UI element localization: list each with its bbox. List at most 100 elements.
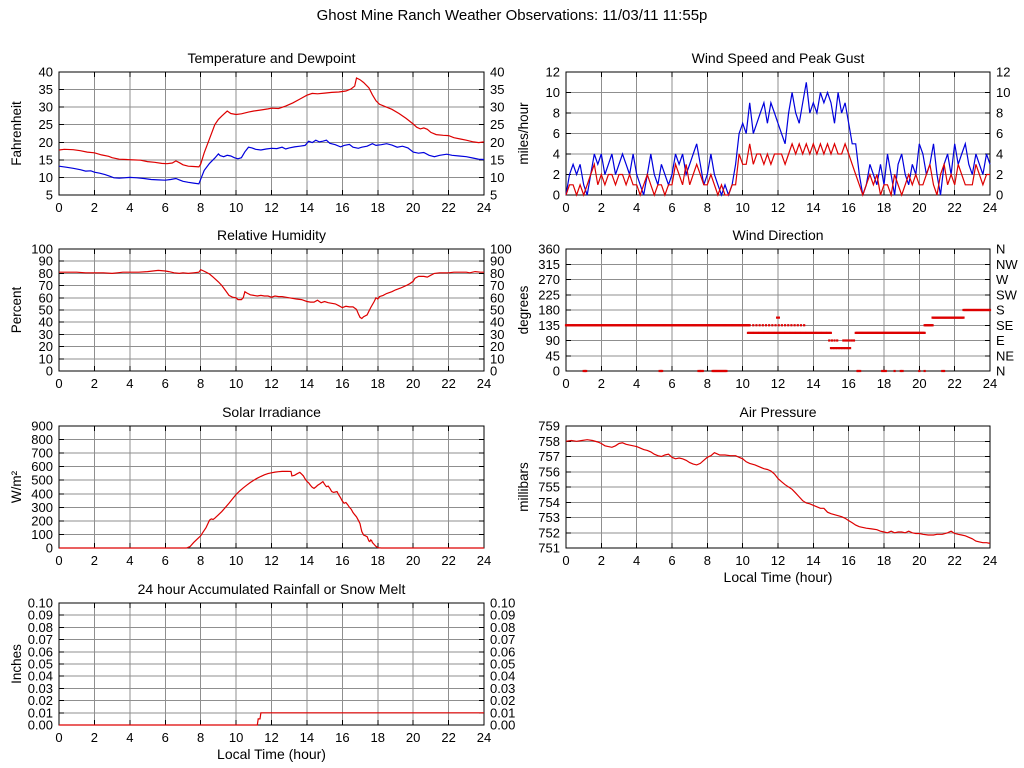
chart-text: 10	[229, 553, 243, 568]
y-axis-label: W/m²	[9, 470, 24, 503]
chart-text: 12	[771, 376, 785, 391]
chart-title: 24 hour Accumulated Rainfall or Snow Mel…	[138, 581, 406, 597]
chart-text: 40	[490, 65, 504, 80]
series-accumulated_rainfall	[59, 712, 484, 726]
chart-text: 12	[264, 553, 278, 568]
chart-text: 10	[735, 553, 749, 568]
chart-text: NW	[996, 257, 1018, 272]
chart-text: 50	[39, 303, 53, 318]
chart-text: 4	[126, 730, 133, 745]
chart-text: 70	[490, 278, 504, 293]
series-wind_direction	[564, 308, 992, 373]
chart-text: 8	[996, 106, 1003, 121]
chart-text: 2	[91, 730, 98, 745]
x-axis-label: Local Time (hour)	[217, 746, 326, 762]
chart-text: 6	[668, 553, 675, 568]
chart-text: 6	[996, 126, 1003, 141]
chart-text: 4	[126, 376, 133, 391]
chart-text: 30	[490, 100, 504, 115]
series-solar_irradiance	[59, 470, 484, 549]
chart-text: 10	[229, 730, 243, 745]
chart-text: 8	[197, 730, 204, 745]
chart-text: 8	[704, 553, 711, 568]
chart-text: 800	[31, 432, 53, 447]
chart-text: 8	[197, 200, 204, 215]
chart-title: Wind Speed and Peak Gust	[692, 50, 865, 66]
chart-text: 22	[441, 376, 455, 391]
gridlines	[58, 248, 485, 372]
chart-text: 15	[39, 152, 53, 167]
chart-text: 0.09	[490, 608, 515, 623]
chart-text: 0	[46, 364, 53, 379]
chart-text: 756	[538, 464, 560, 479]
chart-text: 14	[300, 553, 314, 568]
chart-text: 6	[553, 126, 560, 141]
series-air_pressure	[565, 439, 991, 544]
chart-text: 24	[983, 553, 997, 568]
chart-text: 757	[538, 449, 560, 464]
chart-text: 5	[46, 188, 53, 203]
chart-text: 6	[162, 200, 169, 215]
chart-text: 6	[668, 376, 675, 391]
y-axis-label: degrees	[516, 285, 531, 334]
chart-text: 18	[371, 376, 385, 391]
chart-text: 90	[546, 333, 560, 348]
chart-text: 25	[490, 117, 504, 132]
chart-text: 25	[39, 117, 53, 132]
chart-text: NE	[996, 348, 1014, 363]
chart-text: 0	[46, 541, 53, 556]
chart-text: 0.07	[490, 632, 515, 647]
chart-text: 12	[771, 553, 785, 568]
chart-text: 0.00	[490, 718, 515, 733]
axes	[58, 248, 485, 372]
chart-text: 0	[55, 376, 62, 391]
chart-text: 100	[31, 527, 53, 542]
chart-text: 10	[490, 170, 504, 185]
chart-text: 40	[490, 315, 504, 330]
chart-text: 45	[546, 348, 560, 363]
chart-text: 14	[806, 200, 820, 215]
chart-text: 6	[162, 730, 169, 745]
chart-text: 360	[538, 242, 560, 257]
chart-text: 12	[264, 200, 278, 215]
chart-text: 4	[633, 200, 640, 215]
chart-text: N	[996, 364, 1005, 379]
chart-title: Wind Direction	[732, 227, 823, 243]
gridlines	[565, 248, 991, 372]
chart-text: 24	[477, 376, 491, 391]
chart-text: 22	[947, 200, 961, 215]
chart-text: 18	[371, 200, 385, 215]
chart-text: 0.05	[490, 657, 515, 672]
chart-text: 4	[633, 376, 640, 391]
chart-text: 20	[912, 553, 926, 568]
chart-text: 0.00	[28, 718, 53, 733]
chart-text: 4	[996, 147, 1003, 162]
chart-text: 16	[335, 730, 349, 745]
chart-text: SE	[996, 318, 1014, 333]
chart-text: 0	[490, 364, 497, 379]
chart-text: 18	[371, 730, 385, 745]
chart-text: 8	[704, 376, 711, 391]
chart-text: 270	[538, 272, 560, 287]
chart-text: 600	[31, 459, 53, 474]
chart-text: 24	[477, 553, 491, 568]
chart-text: SW	[996, 287, 1018, 302]
gridlines	[565, 425, 991, 549]
chart-text: 20	[912, 200, 926, 215]
chart-text: 20	[406, 376, 420, 391]
chart-text: 0.03	[28, 681, 53, 696]
chart-text: 20	[39, 339, 53, 354]
chart-text: 12	[996, 65, 1010, 80]
chart-text: 22	[947, 376, 961, 391]
chart-text: 10	[229, 200, 243, 215]
x-axis-label: Local Time (hour)	[724, 569, 833, 585]
chart-text: 8	[197, 376, 204, 391]
chart-text: 14	[806, 376, 820, 391]
chart-text: 12	[264, 730, 278, 745]
chart-text: 22	[441, 730, 455, 745]
